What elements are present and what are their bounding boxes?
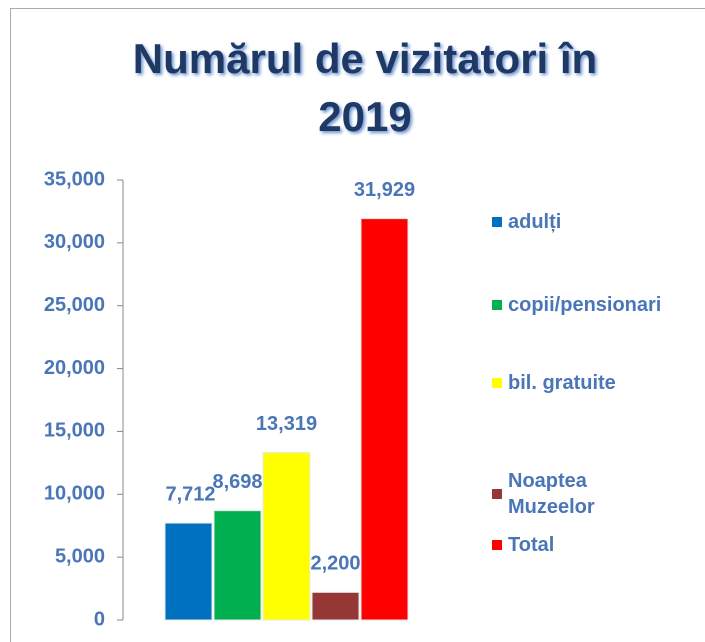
y-tick-label: 5,000 xyxy=(55,545,105,567)
legend-label: Noaptea Muzeelor xyxy=(508,470,595,518)
y-tick-label: 15,000 xyxy=(44,420,105,442)
y-tick-label: 25,000 xyxy=(44,294,105,316)
value-label: 7,712 xyxy=(165,483,215,505)
legend-swatch xyxy=(492,217,502,227)
bar xyxy=(360,218,409,621)
legend-item: Noaptea Muzeelor xyxy=(492,468,642,520)
y-tick-label: 30,000 xyxy=(44,231,105,253)
y-tick-label: 20,000 xyxy=(44,357,105,379)
legend-label: adulți xyxy=(508,211,562,233)
value-label: 2,200 xyxy=(310,553,360,575)
legend-swatch xyxy=(492,540,502,550)
y-tick-label: 0 xyxy=(94,608,105,630)
legend-item: adulți xyxy=(492,209,642,235)
frame xyxy=(10,8,705,642)
legend-item: Total xyxy=(492,532,642,558)
legend-item: copii/pensionari xyxy=(492,292,661,318)
value-label: 13,319 xyxy=(256,413,317,435)
legend-label: copii/pensionari xyxy=(508,294,662,316)
bar xyxy=(213,510,262,621)
legend-swatch xyxy=(492,489,502,499)
legend-label: Total xyxy=(508,534,555,556)
value-label: 8,698 xyxy=(212,471,262,493)
legend-item: bil. gratuite xyxy=(492,370,642,396)
legend-swatch xyxy=(492,378,502,388)
value-label: 31,929 xyxy=(354,179,415,201)
y-tick-label: 35,000 xyxy=(44,168,105,190)
y-tick-label: 10,000 xyxy=(44,483,105,505)
bar xyxy=(262,452,311,621)
bar xyxy=(164,522,213,621)
bar xyxy=(311,591,360,621)
legend-swatch xyxy=(492,300,502,310)
chart-title: Numărul de vizitatori în 2019 xyxy=(132,35,598,140)
legend-label: bil. gratuite xyxy=(508,372,616,394)
